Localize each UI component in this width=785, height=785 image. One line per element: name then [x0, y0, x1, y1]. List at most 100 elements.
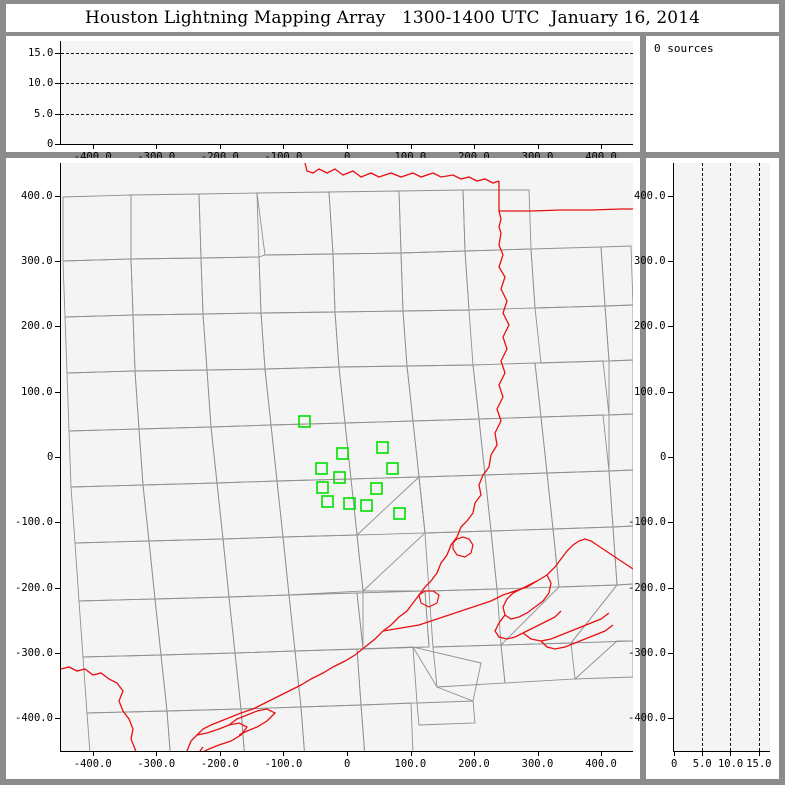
y-axis-tick [55, 113, 60, 115]
y-axis-tick [668, 718, 673, 720]
x-axis-tick-label: 5.0 [692, 758, 712, 770]
x-axis-tick-label: -400.0 [73, 758, 112, 770]
map-panel[interactable]: -400.0 -300.0 -200.0 -100.0 0 100.0 200.0 300.0… [6, 158, 640, 779]
y-axis-tick [55, 653, 60, 654]
y-axis-tick [668, 457, 673, 458]
x-axis-tick [537, 144, 539, 149]
source-count-label: 0 sources [654, 42, 714, 55]
y-axis-tick-label: -400.0 [15, 712, 53, 725]
y-axis-tick-label: 100.0 [634, 385, 666, 398]
altitude-histogram-plot-area [674, 163, 770, 751]
x-axis-tick [219, 144, 221, 149]
x-axis-tick-label: 0 [671, 758, 678, 770]
y-axis-tick [55, 83, 60, 85]
station-marker[interactable] [336, 447, 349, 460]
station-marker[interactable] [298, 415, 311, 428]
station-marker[interactable] [315, 462, 328, 475]
y-axis-tick [668, 326, 673, 328]
map-graphics [61, 163, 633, 751]
gridline-vertical [730, 163, 732, 751]
x-axis-line [60, 144, 633, 145]
y-axis-tick-label: 300.0 [634, 255, 666, 267]
station-marker[interactable] [370, 482, 383, 495]
y-axis-line [60, 163, 61, 751]
station-marker[interactable] [360, 499, 373, 512]
y-axis-tick-label: 200.0 [21, 320, 53, 333]
y-axis-tick-label: 0 [47, 138, 54, 150]
x-axis-tick-label: 10.0 [717, 758, 744, 770]
x-axis-tick-label: -200.0 [200, 758, 239, 770]
x-axis-tick-label: 200.0 [458, 758, 490, 770]
y-axis-tick [668, 653, 673, 654]
station-marker[interactable] [343, 497, 356, 510]
station-marker[interactable] [376, 441, 389, 454]
y-axis-tick-label: 0 [660, 451, 667, 463]
x-axis-tick-label: 300.0 [521, 758, 554, 770]
y-axis-tick [668, 195, 673, 197]
y-axis-tick [668, 391, 673, 393]
station-markers[interactable] [298, 415, 406, 520]
y-axis-tick [55, 391, 60, 393]
x-axis-tick [702, 751, 704, 756]
y-axis-tick-label: 200.0 [634, 320, 666, 333]
x-axis-tick [730, 751, 732, 756]
state-borders [61, 163, 633, 751]
y-axis-tick [55, 522, 60, 524]
station-marker[interactable] [386, 462, 399, 475]
y-axis-tick-label: -400.0 [628, 712, 666, 725]
gridline-horizontal [61, 113, 633, 115]
x-axis-tick [537, 751, 539, 756]
y-axis-tick-label: 10.0 [28, 77, 54, 90]
y-axis-line [60, 41, 61, 144]
x-axis-tick [347, 751, 348, 756]
y-axis-tick-label: -300.0 [628, 647, 666, 659]
source-count-panel: 0 sources [646, 36, 779, 152]
county-borders [62, 189, 633, 751]
station-marker[interactable] [316, 481, 329, 494]
y-axis-tick [668, 261, 673, 262]
y-axis-line [673, 163, 674, 751]
x-axis-tick [410, 751, 412, 756]
y-axis-tick-label: 400.0 [634, 189, 666, 202]
y-axis-tick-label: -300.0 [15, 647, 53, 659]
x-axis-tick [674, 751, 675, 756]
station-marker[interactable] [393, 507, 406, 520]
map-plot-area[interactable] [61, 163, 633, 751]
station-marker[interactable] [321, 495, 334, 508]
y-axis-tick-label: -200.0 [628, 581, 666, 594]
altitude-histogram-panel: 0 5.0 10.0 15.0 -400.0 -300.0 -200.0 -100.0 0 100… [628, 158, 779, 779]
y-axis-tick [55, 53, 60, 55]
x-axis-tick [347, 144, 348, 149]
x-axis-tick-label: 0 [344, 151, 351, 163]
y-axis-tick [55, 718, 60, 720]
station-marker[interactable] [333, 471, 346, 484]
gridline-vertical [758, 163, 760, 751]
x-axis-tick [156, 751, 158, 756]
title-bar: Houston Lightning Mapping Array 1300-140… [6, 4, 779, 32]
time-height-plot-area [61, 41, 633, 144]
x-axis-tick-label: 400.0 [585, 758, 617, 770]
gridline-horizontal [61, 83, 633, 85]
y-axis-tick [668, 587, 673, 589]
x-axis-tick [474, 751, 476, 756]
x-axis-tick [156, 144, 158, 149]
x-axis-tick [92, 751, 94, 756]
x-axis-tick [283, 751, 285, 756]
gridline-horizontal [61, 53, 633, 55]
x-axis-tick-label: -300.0 [137, 758, 176, 770]
x-axis-tick-label: 100.0 [394, 758, 427, 770]
y-axis-tick-label: 5.0 [34, 107, 53, 120]
gridline-vertical [702, 163, 704, 751]
y-axis-tick-label: 100.0 [21, 385, 53, 398]
y-axis-tick-label: -100.0 [628, 516, 666, 529]
y-axis-tick-label: 0 [47, 451, 54, 463]
y-axis-tick-label: -200.0 [15, 581, 53, 594]
y-axis-tick [668, 522, 673, 524]
y-axis-tick [55, 326, 60, 328]
y-axis-tick-label: 300.0 [21, 255, 53, 267]
x-axis-line [673, 751, 770, 752]
y-axis-tick [55, 195, 60, 197]
y-axis-tick [55, 587, 60, 589]
y-axis-tick-label: 15.0 [28, 47, 54, 60]
